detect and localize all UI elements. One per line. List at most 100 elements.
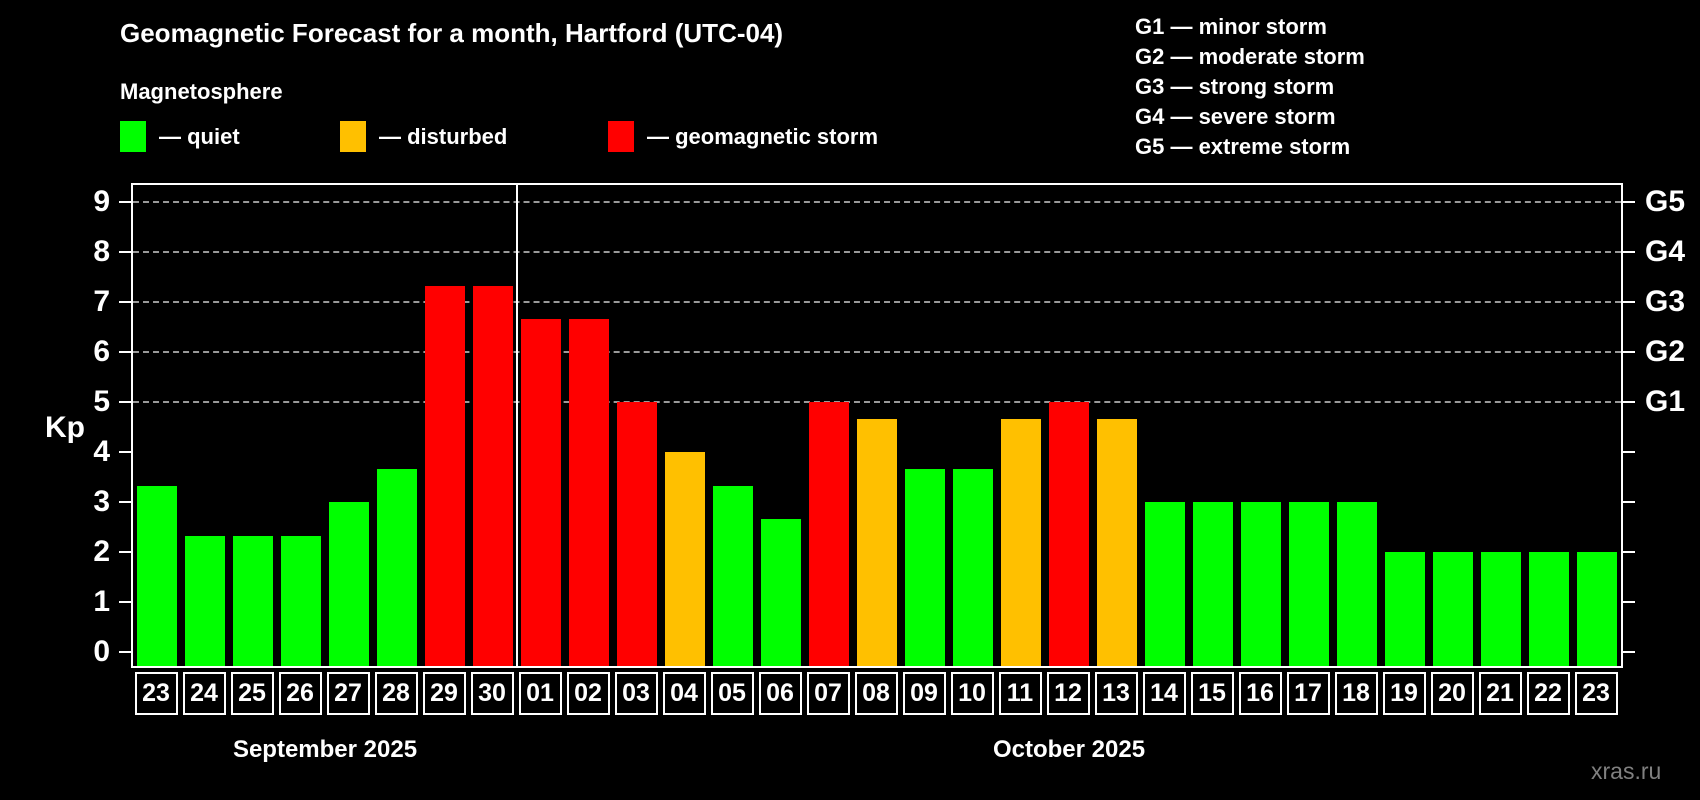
- y-axis-tick: [119, 651, 131, 653]
- date-box: 24: [182, 672, 226, 715]
- y-axis-tick-label: 9: [93, 185, 110, 218]
- kp-bar: [1145, 502, 1185, 666]
- kp-bar: [233, 535, 273, 666]
- kp-bar: [809, 402, 849, 666]
- kp-bar: [1193, 502, 1233, 666]
- date-box: 10: [950, 672, 994, 715]
- kp-bar: [1529, 552, 1569, 666]
- legend-swatch-quiet: [120, 121, 146, 152]
- date-box: 05: [710, 672, 754, 715]
- date-box: 16: [1238, 672, 1282, 715]
- date-box: 17: [1286, 672, 1330, 715]
- date-box: 13: [1094, 672, 1138, 715]
- month-label: September 2025: [232, 736, 418, 763]
- y-axis-tick-label: 3: [93, 485, 110, 518]
- date-box: 22: [1526, 672, 1570, 715]
- g-level-label: G2: [1645, 335, 1686, 368]
- date-box: 26: [278, 672, 322, 715]
- y-axis-tick-label: 6: [93, 335, 110, 368]
- legend-swatch-disturbed: [340, 121, 366, 152]
- plot-area: [131, 183, 1623, 668]
- date-box: 04: [662, 672, 706, 715]
- right-axis-tick: [1623, 551, 1635, 553]
- legend-label: — quiet: [159, 123, 240, 149]
- kp-bar: [473, 285, 513, 666]
- chart-subtitle: Magnetosphere: [120, 79, 283, 104]
- legend-item-quiet: — quiet: [120, 121, 240, 152]
- kp-bar: [665, 452, 705, 666]
- kp-bar: [1385, 552, 1425, 666]
- gridline-kp9: [133, 201, 1621, 203]
- date-box: 15: [1190, 672, 1234, 715]
- kp-bar: [1337, 502, 1377, 666]
- legend-label: — geomagnetic storm: [647, 123, 879, 149]
- right-axis-tick: [1623, 601, 1635, 603]
- right-axis-tick: [1623, 301, 1635, 303]
- g-scale-line: G5 — extreme storm: [1135, 134, 1351, 159]
- date-box: 21: [1478, 672, 1522, 715]
- g-scale-legend: G1 — minor storm G2 — moderate storm G3 — …: [1135, 12, 1365, 162]
- date-box: 20: [1430, 672, 1474, 715]
- right-axis-tick: [1623, 401, 1635, 403]
- date-box: 27: [326, 672, 370, 715]
- date-box: 08: [854, 672, 898, 715]
- g-scale-line: G4 — severe storm: [1135, 104, 1336, 129]
- g-level-label: G3: [1645, 285, 1686, 318]
- legend-item-storm: — geomagnetic storm: [608, 121, 878, 152]
- g-level-label: G1: [1645, 385, 1686, 418]
- date-box: 11: [998, 672, 1042, 715]
- chart-title: Geomagnetic Forecast for a month, Hartfo…: [120, 18, 784, 48]
- kp-bar: [1433, 552, 1473, 666]
- date-box: 12: [1046, 672, 1090, 715]
- gridline-kp7: [133, 301, 1621, 303]
- y-axis-tick: [119, 351, 131, 353]
- date-box: 19: [1382, 672, 1426, 715]
- date-box: 29: [422, 672, 466, 715]
- y-axis-tick-label: 1: [93, 585, 110, 618]
- kp-bar: [713, 485, 753, 666]
- y-axis-tick: [119, 401, 131, 403]
- kp-bar: [377, 468, 417, 666]
- date-box: 03: [614, 672, 658, 715]
- kp-bar: [521, 318, 561, 666]
- date-box: 06: [758, 672, 802, 715]
- g-level-label: G5: [1645, 185, 1686, 218]
- kp-bar: [1289, 502, 1329, 666]
- y-axis-tick: [119, 551, 131, 553]
- right-axis-tick: [1623, 351, 1635, 353]
- date-box: 28: [374, 672, 418, 715]
- legend-item-disturbed: — disturbed: [340, 121, 507, 152]
- g-scale-line: G1 — minor storm: [1135, 14, 1327, 39]
- gridline-kp8: [133, 251, 1621, 253]
- y-axis-tick: [119, 301, 131, 303]
- y-axis-tick-label: 0: [93, 635, 110, 668]
- kp-bar: [1241, 502, 1281, 666]
- legend-swatch-storm: [608, 121, 634, 152]
- g-scale-line: G2 — moderate storm: [1135, 44, 1365, 69]
- kp-bar: [425, 285, 465, 666]
- right-axis-tick: [1623, 251, 1635, 253]
- date-box: 25: [230, 672, 274, 715]
- date-box: 14: [1142, 672, 1186, 715]
- date-box: 18: [1334, 672, 1378, 715]
- right-axis-tick: [1623, 651, 1635, 653]
- kp-bar: [617, 402, 657, 666]
- kp-bar: [1577, 552, 1617, 666]
- kp-bar: [185, 535, 225, 666]
- gridline-kp5: [133, 401, 1621, 403]
- y-axis-tick-label: 4: [93, 435, 110, 468]
- date-box: 09: [902, 672, 946, 715]
- kp-bar: [1001, 418, 1041, 666]
- kp-bar: [1049, 402, 1089, 666]
- y-axis-tick-label: 8: [93, 235, 110, 268]
- y-axis-tick-label: 5: [93, 385, 110, 418]
- y-axis-tick: [119, 451, 131, 453]
- right-axis-tick: [1623, 501, 1635, 503]
- y-axis-title: Kp: [45, 411, 85, 444]
- y-axis-tick-label: 2: [93, 535, 110, 568]
- date-box: 07: [806, 672, 850, 715]
- kp-bar: [329, 502, 369, 666]
- g-level-label: G4: [1645, 235, 1686, 268]
- y-axis-tick: [119, 251, 131, 253]
